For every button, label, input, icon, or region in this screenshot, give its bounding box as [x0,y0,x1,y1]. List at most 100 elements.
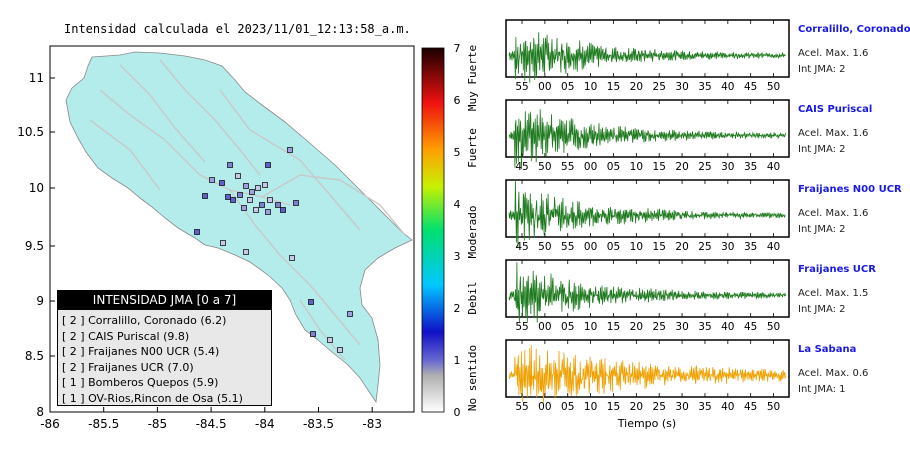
waveform-tick-label: 25 [653,321,666,333]
station-marker [267,197,273,203]
map-y-tick-label: 9.5 [25,239,44,253]
station-marker [262,182,268,188]
map-x-tick-label: -83.5 [303,417,334,431]
intensity-legend: INTENSIDAD JMA [0 a 7] [ 2 ] Corralillo,… [57,290,272,406]
legend-item: [ 2 ] Fraijanes N00 UCR (5.4) [62,345,220,358]
station-marker [265,162,271,168]
waveform-trace [508,262,786,323]
map-x-tick-label: -83 [362,417,382,431]
waveform-tick-label: 05 [561,401,574,413]
legend-item: [ 1 ] Bomberos Quepos (5.9) [62,376,219,389]
waveform-tick-label: 20 [630,321,643,333]
map-y-tick-label: 8 [36,405,44,419]
waveform-tick-label: 45 [744,321,757,333]
waveform-tick-label: 30 [675,321,688,333]
map-x-tick-label: -85 [148,417,168,431]
waveform-tick-label: 35 [744,161,757,173]
waveform-tick-label: 40 [721,81,734,93]
waveform-tick-label: 20 [630,401,643,413]
waveform-tick-label: 10 [584,81,597,93]
waveform-tick-label: 40 [721,321,734,333]
waveform-tick-label: 10 [630,161,643,173]
waveform-tick-label: 20 [675,161,688,173]
colorbar-tick-label: 7 [454,42,461,55]
station-marker [289,255,295,261]
waveform-tick-label: 45 [515,161,528,173]
waveform-tick-label: 15 [607,401,620,413]
waveform-tick-label: 50 [767,321,780,333]
map-x-tick-label: -84.5 [196,417,227,431]
waveform-tick-label: 50 [767,81,780,93]
waveform-station-name: Fraijanes N00 UCR [798,184,902,195]
legend-title: INTENSIDAD JMA [0 a 7] [58,291,271,310]
waveform-tick-label: 15 [653,161,666,173]
waveform-max-acceleration: Acel. Max. 1.6 [798,128,869,139]
waveform-tick-label: 20 [675,241,688,253]
station-marker [275,202,281,208]
waveform-trace [508,345,786,403]
waveform-tick-label: 45 [744,81,757,93]
map-x-tick-label: -86 [40,417,60,431]
waveform-jma-intensity: Int JMA: 1 [798,384,846,395]
colorbar-tick-label: 2 [454,302,461,315]
colorbar-tick-label: 4 [454,198,461,211]
waveform-tick-label: 35 [698,401,711,413]
station-marker [347,311,353,317]
colorbar-tick-label: 3 [454,250,461,263]
waveform-tick-label: 35 [698,81,711,93]
waveform-panel: 45 50 55 00 05 10 15 20 25 30 35 40 [505,99,790,173]
waveform-tick-label: 15 [607,321,620,333]
station-marker [253,207,259,213]
map-y-tick-label: 10.5 [17,125,44,139]
waveform-tick-label: 00 [538,401,551,413]
waveform-tick-label: 55 [515,321,528,333]
station-marker [227,162,233,168]
waveform-trace [508,109,786,170]
waveform-station-name: CAIS Puriscal [798,104,873,115]
station-marker [327,337,333,343]
waveform-tick-label: 00 [584,161,597,173]
waveform-tick-label: 10 [630,241,643,253]
colorbar-category-label: Muy Fuerte [466,45,479,111]
waveform-panel: 55 00 05 10 15 20 25 30 35 40 45 50 [505,259,790,333]
station-marker [287,147,293,153]
roads [89,59,406,361]
map-y-tick-label: 10 [29,181,44,195]
waveform-tick-label: 40 [767,241,780,253]
waveform-panel: 45 50 55 00 05 10 15 20 25 30 35 40 [505,179,790,253]
waveform-tick-label: 05 [607,241,620,253]
waveform-trace [508,32,786,83]
waveform-tick-label: 40 [721,401,734,413]
waveform-tick-label: 25 [698,241,711,253]
waveform-tick-label: 55 [561,241,574,253]
waveform-max-acceleration: Acel. Max. 1.6 [798,48,869,59]
map-x-tick-label: -84 [255,417,275,431]
legend-item: [ 2 ] Fraijanes UCR (7.0) [62,360,194,374]
map-title: Intensidad calculada el 2023/11/01_12:13… [64,22,411,36]
waveform-tick-label: 05 [561,81,574,93]
station-marker [308,299,314,305]
waveform-tick-label: 15 [653,241,666,253]
colorbar-category-label: Fuerte [466,128,479,168]
colorbar-category-label: Moderado [466,206,479,259]
waveform-tick-label: 35 [744,241,757,253]
waveform-tick-label: 05 [607,161,620,173]
station-marker [219,180,225,186]
map-y-tick-label: 9 [36,294,44,308]
waveform-tick-label: 55 [515,81,528,93]
legend-item: [ 1 ] OV-Rios,Rincon de Osa (5.1) [62,391,243,405]
waveform-jma-intensity: Int JMA: 2 [798,224,846,235]
map-x-tick-label: -85.5 [88,417,119,431]
waveform-panel: 55 00 05 10 15 20 25 30 35 40 45 50 [505,339,790,413]
map-axis-ticks: -86 -85.5 -85 -84.5 -84 -83.5 -83 11 10.5 10 9.5 9 8… [17,71,382,431]
station-marker [293,200,299,206]
waveform-tick-label: 00 [538,321,551,333]
station-marker [310,331,316,337]
waveform-tick-label: 45 [744,401,757,413]
colorbar-tick-label: 1 [454,354,461,367]
station-marker [235,173,241,179]
station-marker [202,193,208,199]
station-marker [220,240,226,246]
waveform-tick-label: 25 [698,161,711,173]
